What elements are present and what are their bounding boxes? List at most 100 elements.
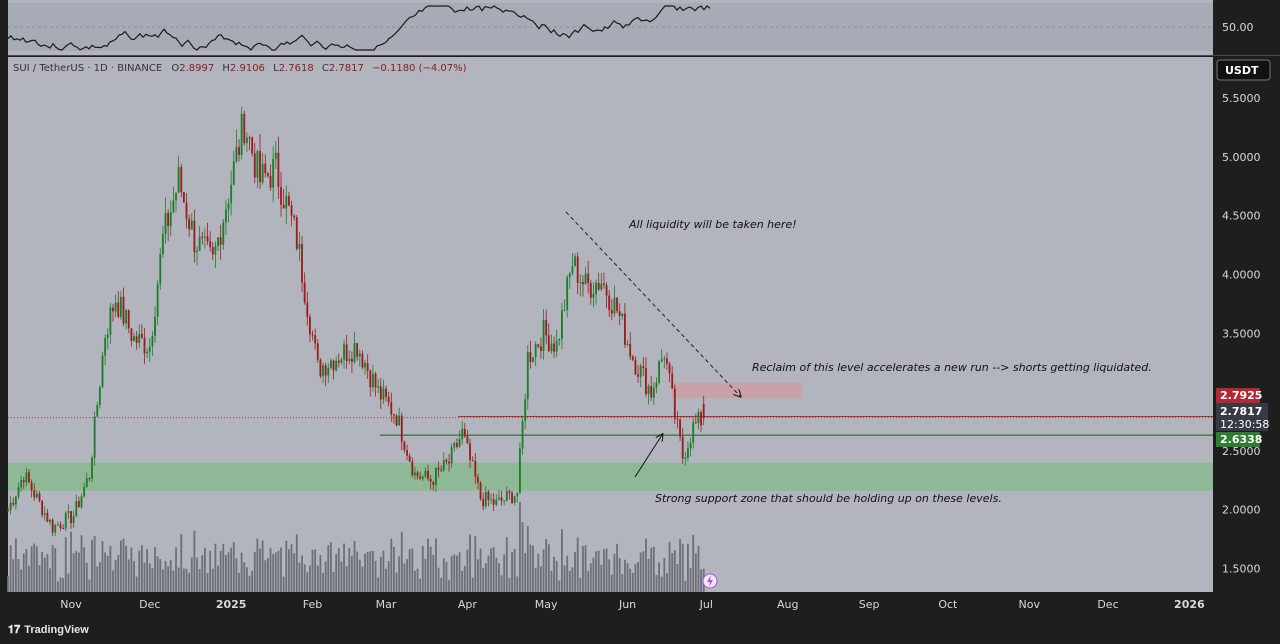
volume-bar bbox=[558, 580, 561, 592]
volume-bar bbox=[566, 555, 569, 592]
time-tick-label: 2025 bbox=[216, 598, 247, 611]
candle-body bbox=[251, 137, 254, 154]
volume-bar bbox=[637, 562, 639, 592]
volume-bar bbox=[83, 547, 86, 592]
candle-body bbox=[540, 346, 542, 351]
price-tick-label: 3.5000 bbox=[1222, 327, 1261, 340]
candle-body bbox=[684, 457, 687, 459]
candle-body bbox=[419, 476, 422, 479]
volume-bar bbox=[161, 569, 164, 592]
volume-bar bbox=[337, 548, 340, 592]
volume-bar bbox=[453, 554, 456, 592]
volume-bar bbox=[77, 552, 80, 592]
volume-bar bbox=[332, 571, 335, 592]
volume-bar bbox=[392, 546, 395, 592]
candle-body bbox=[424, 470, 427, 477]
candle-body bbox=[143, 337, 146, 354]
candle-body bbox=[498, 497, 500, 500]
volume-bar bbox=[587, 570, 590, 592]
lightning-icon[interactable] bbox=[702, 573, 718, 589]
candle-body bbox=[324, 365, 327, 376]
volume-bar bbox=[93, 535, 96, 592]
candle-body bbox=[658, 361, 660, 383]
volume-bar bbox=[169, 560, 172, 592]
candle-body bbox=[127, 310, 130, 329]
currency-button[interactable]: USDT bbox=[1216, 59, 1271, 81]
volume-bar bbox=[62, 578, 65, 592]
candle-body bbox=[20, 480, 23, 488]
candle-body bbox=[521, 420, 524, 449]
volume-bar bbox=[469, 534, 471, 592]
volume-bar bbox=[419, 578, 422, 592]
candle-body bbox=[377, 386, 380, 388]
candle-body bbox=[190, 220, 193, 230]
candle-body bbox=[574, 256, 576, 267]
liquidity-trendline[interactable] bbox=[565, 211, 740, 396]
volume-bar bbox=[343, 543, 345, 592]
candle-body bbox=[56, 524, 59, 526]
candle-body bbox=[558, 339, 561, 341]
volume-bar bbox=[214, 543, 217, 592]
candle-body bbox=[151, 335, 154, 347]
main-pane bbox=[8, 57, 1213, 592]
candle-body bbox=[432, 481, 435, 485]
volume-bar bbox=[435, 538, 437, 592]
price-axis[interactable] bbox=[1213, 57, 1280, 592]
volume-bar bbox=[561, 529, 563, 592]
volume-bar bbox=[43, 557, 46, 592]
volume-bar bbox=[361, 566, 364, 592]
time-tick-label: Nov bbox=[60, 598, 82, 611]
volume-bar bbox=[529, 544, 532, 592]
candle-body bbox=[72, 516, 75, 524]
volume-bar bbox=[545, 539, 548, 592]
candle-body bbox=[340, 359, 343, 363]
support-arrow[interactable] bbox=[634, 435, 662, 478]
candle-body bbox=[122, 296, 125, 324]
volume-bar bbox=[432, 554, 435, 592]
volume-bar bbox=[553, 556, 555, 592]
volume-bar bbox=[634, 564, 637, 592]
volume-bar bbox=[238, 572, 240, 592]
candle-body bbox=[639, 365, 642, 377]
price-chart[interactable]: 50.00 1.50002.00002.50003.00003.50004.00… bbox=[0, 0, 1280, 620]
volume-bar bbox=[382, 550, 385, 592]
volume-bar bbox=[245, 567, 248, 592]
volume-bar bbox=[400, 531, 403, 592]
volume-bar bbox=[597, 550, 600, 592]
candle-body bbox=[156, 284, 159, 317]
candle-body bbox=[542, 320, 545, 351]
volume-bar bbox=[616, 543, 618, 592]
candle-body bbox=[374, 373, 377, 388]
candle-body bbox=[463, 428, 466, 437]
candle-body bbox=[650, 386, 653, 398]
candle-body bbox=[471, 460, 474, 462]
volume-bar bbox=[185, 568, 188, 592]
candle-body bbox=[406, 450, 408, 456]
volume-bar bbox=[424, 558, 427, 592]
open-value: 2.8997 bbox=[179, 63, 214, 74]
volume-bar bbox=[639, 552, 642, 592]
candle-body bbox=[230, 184, 233, 204]
candle-body bbox=[466, 436, 469, 444]
candle-body bbox=[589, 283, 592, 298]
volume-bar bbox=[175, 547, 177, 592]
volume-bar bbox=[540, 566, 542, 592]
candle-body bbox=[350, 358, 353, 362]
time-axis[interactable] bbox=[0, 592, 1280, 620]
support-annotation[interactable]: Strong support zone that should be holdi… bbox=[655, 492, 1002, 505]
volume-bar bbox=[135, 576, 138, 592]
reclaim-annotation[interactable]: Reclaim of this level accelerates a new … bbox=[752, 361, 1152, 374]
candle-body bbox=[25, 472, 28, 483]
price-tick-label: 2.0000 bbox=[1222, 504, 1261, 517]
candle-body bbox=[666, 358, 668, 364]
liquidity-annotation[interactable]: All liquidity will be taken here! bbox=[628, 218, 797, 231]
volume-bar bbox=[673, 550, 676, 592]
candle-body bbox=[587, 273, 590, 284]
tradingview-mark-icon: 𝟏𝟕 bbox=[8, 624, 21, 636]
tradingview-logo[interactable]: 𝟏𝟕 TradingView bbox=[8, 624, 89, 637]
volume-bar bbox=[687, 543, 689, 592]
volume-bar bbox=[463, 565, 466, 592]
volume-bar bbox=[574, 552, 576, 592]
candle-body bbox=[259, 150, 261, 183]
candle-body bbox=[456, 442, 458, 447]
